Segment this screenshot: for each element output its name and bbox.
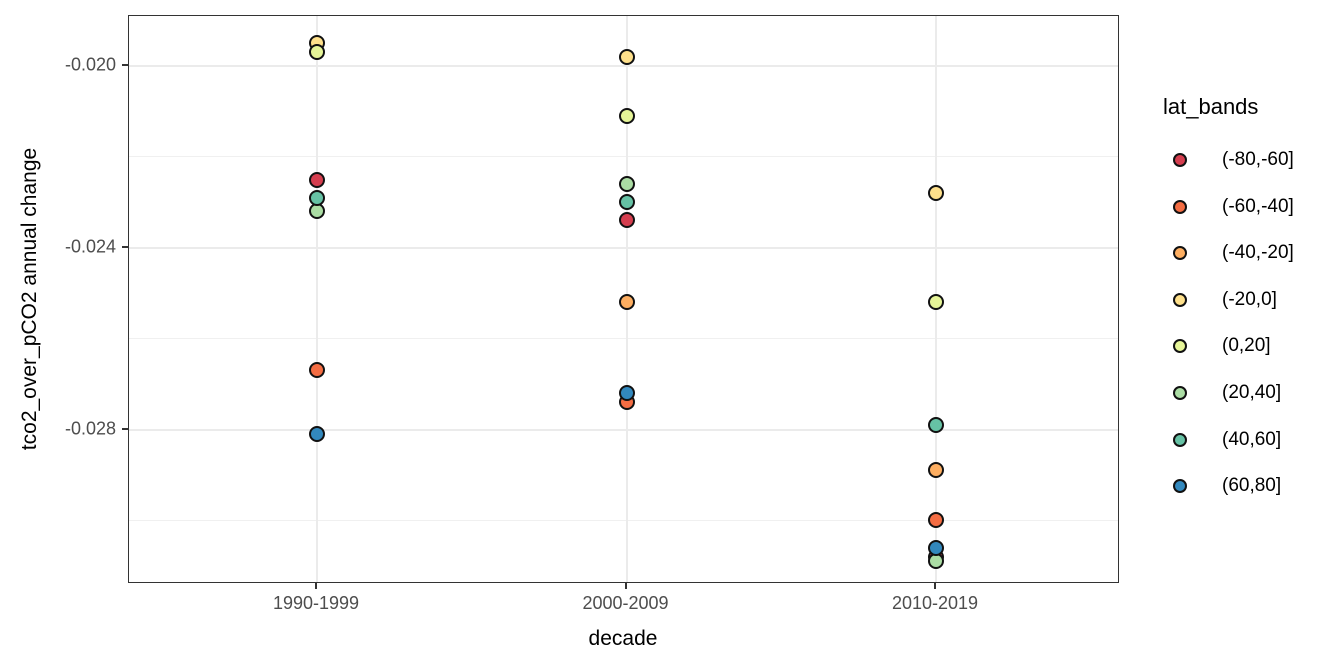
y-axis-tick: [122, 245, 128, 248]
y-tick-label: -0.020: [64, 54, 116, 75]
legend-item: (60,80]: [1160, 474, 1344, 498]
legend-item-label: (60,80]: [1222, 475, 1282, 497]
legend-item-label: (-40,-20]: [1222, 242, 1294, 264]
legend-key-icon: [1173, 386, 1187, 400]
minor-gridline: [129, 156, 1118, 158]
data-point: [928, 512, 944, 529]
y-axis-tick: [122, 63, 128, 66]
data-point: [309, 203, 325, 220]
legend-title: lat_bands: [1163, 94, 1259, 119]
data-point: [928, 553, 944, 570]
legend-item-label: (0,20]: [1222, 335, 1271, 357]
x-tick-label: 2010-2019: [891, 593, 979, 613]
data-point: [928, 462, 944, 479]
legend-key-icon: [1173, 292, 1187, 307]
y-tick-label: -0.028: [64, 418, 116, 438]
data-point: [928, 294, 944, 311]
legend: lat_bands (-80,-60] (-60,-40] (-40,-20] (-2…: [1160, 0, 1344, 672]
legend-item-label: (-80,-60]: [1222, 149, 1294, 170]
data-point: [618, 294, 635, 311]
y-tick-label: -0.024: [64, 236, 116, 257]
data-point: [309, 44, 325, 61]
data-point: [928, 539, 944, 556]
legend-key-icon: [1173, 246, 1187, 261]
data-point: [618, 48, 635, 65]
x-axis-tick: [315, 583, 317, 589]
category-gridline: [316, 16, 318, 582]
legend-key-icon: [1173, 339, 1187, 354]
x-tick-label: 2000-2009: [582, 593, 669, 613]
data-point: [309, 171, 325, 188]
plot-panel: [128, 15, 1119, 583]
legend-item-label: (-60,-40]: [1222, 195, 1294, 217]
x-axis-tick: [624, 583, 627, 589]
x-axis-tick: [934, 583, 936, 589]
major-gridline: [129, 64, 1118, 67]
legend-key-icon: [1173, 432, 1187, 447]
legend-item: (-60,-40]: [1160, 195, 1344, 219]
legend-key-icon: [1173, 479, 1187, 494]
major-gridline: [129, 428, 1118, 431]
legend-item: (20,40]: [1160, 381, 1344, 405]
major-gridline: [129, 246, 1118, 249]
y-axis-tick: [122, 427, 128, 430]
minor-gridline: [129, 519, 1118, 521]
legend-item: (-40,-20]: [1160, 241, 1344, 265]
data-point: [618, 194, 635, 211]
legend-item: (-20,0]: [1160, 288, 1344, 312]
data-point: [309, 189, 325, 206]
x-tick-label: 1990-1999: [272, 593, 360, 613]
data-point: [309, 426, 325, 443]
legend-item: (0,20]: [1160, 334, 1344, 358]
legend-item-label: (-20,0]: [1222, 288, 1277, 310]
data-point: [618, 107, 635, 124]
data-point: [618, 176, 635, 193]
legend-key-icon: [1173, 153, 1187, 167]
data-point: [928, 185, 944, 202]
data-point: [618, 385, 635, 402]
data-point: [309, 362, 325, 379]
data-point: [618, 212, 635, 229]
y-axis-title: tco2_over_pCO2 annual change: [18, 147, 41, 451]
legend-item: (-80,-60]: [1160, 148, 1344, 172]
data-point: [928, 416, 944, 433]
legend-item-label: (20,40]: [1222, 382, 1282, 403]
minor-gridline: [129, 338, 1118, 340]
legend-item-label: (40,60]: [1222, 428, 1282, 450]
legend-key-icon: [1173, 199, 1187, 214]
legend-item: (40,60]: [1160, 428, 1344, 452]
x-axis-title: decade: [588, 627, 658, 650]
